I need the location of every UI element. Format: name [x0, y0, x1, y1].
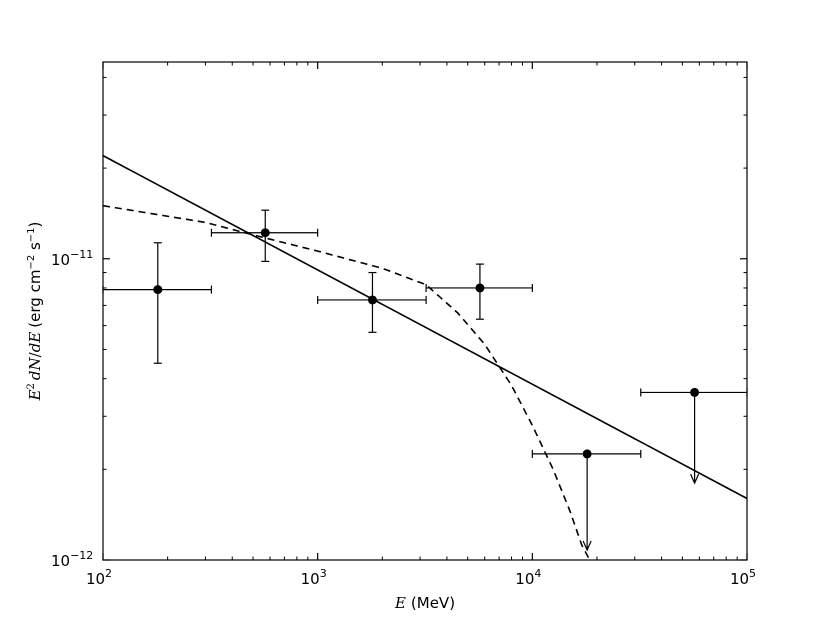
- data-point-marker: [475, 283, 485, 293]
- major-ticks: [102, 62, 748, 561]
- data-points: [102, 209, 748, 552]
- upper-limit-marker: [690, 387, 700, 397]
- power-law-fit-line: [102, 154, 748, 500]
- y-axis-label: E2dN/dE(erg cm−2 s−1): [26, 222, 44, 402]
- upper-limit: [640, 387, 748, 485]
- y-tick-label: 10−11: [51, 248, 93, 269]
- x-tick-label: 102: [86, 567, 112, 588]
- upper-limit-arrowhead: [690, 473, 700, 485]
- tick-labels: 102 103 104 105 10−12 10−11: [51, 248, 756, 588]
- x-tick-label: 103: [301, 567, 327, 588]
- upper-limit-arrowhead: [582, 540, 592, 552]
- y-tick-label: 10−12: [51, 549, 93, 570]
- x-axis-label: E (MeV): [394, 594, 455, 612]
- data-point: [317, 271, 427, 333]
- upper-limit: [531, 449, 642, 552]
- plot-frame: [102, 61, 748, 561]
- minor-ticks: [103, 62, 747, 560]
- fit-lines: [102, 154, 748, 561]
- x-tick-label: 104: [515, 567, 541, 588]
- data-point-marker: [153, 285, 163, 295]
- data-point-marker: [367, 295, 377, 305]
- curved-fit-dashed-line: [102, 204, 591, 561]
- upper-limit-marker: [582, 449, 592, 459]
- data-point-marker: [260, 228, 270, 238]
- data-point: [102, 242, 213, 364]
- x-tick-label: 105: [730, 567, 756, 588]
- data-point: [210, 209, 319, 263]
- data-point: [425, 263, 533, 320]
